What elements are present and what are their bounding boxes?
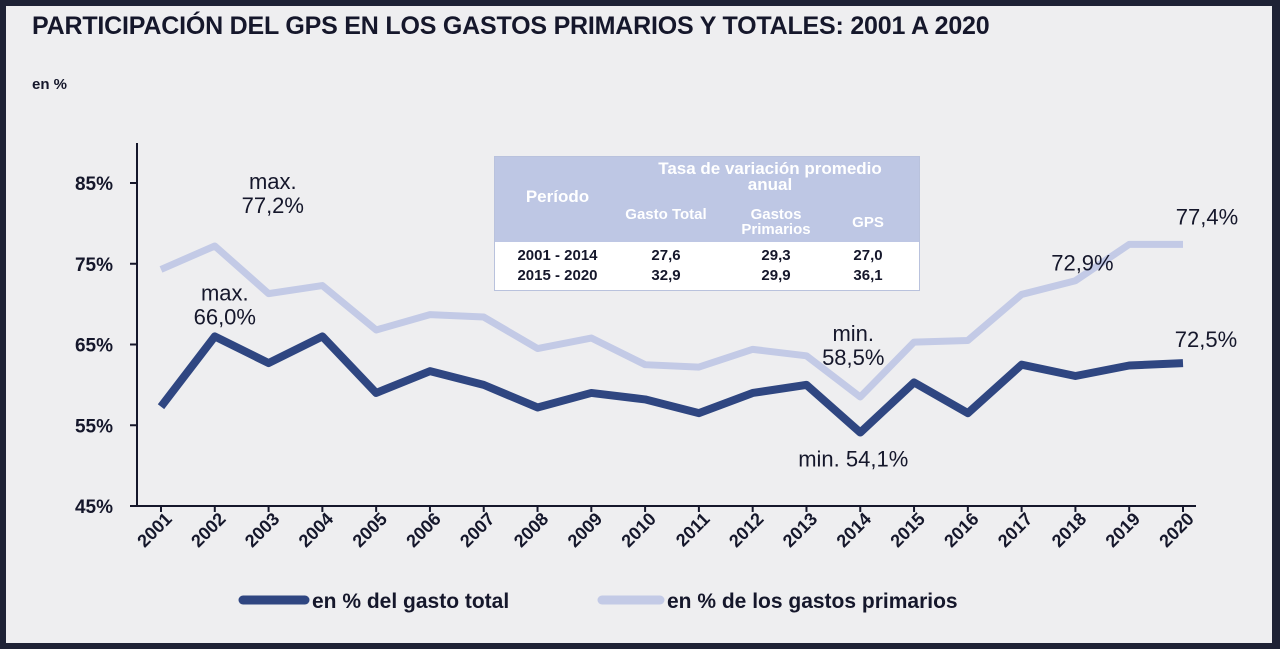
x-tick-label: 2001	[133, 509, 175, 551]
x-tick-label: 2007	[456, 509, 498, 551]
annotation-line: min.	[832, 321, 874, 346]
x-tick-label: 2009	[564, 509, 606, 551]
x-tick-label: 2020	[1155, 509, 1197, 551]
x-tick-label: 2010	[617, 509, 659, 551]
annotation-line: 77,2%	[242, 193, 304, 218]
x-tick-label: 2004	[295, 509, 337, 551]
row-period: 2015 - 2020	[517, 267, 598, 284]
row-value-gps: 27,0	[853, 247, 883, 264]
x-tick-label: 2012	[725, 509, 767, 551]
header-col-gps: GPS	[852, 214, 884, 231]
x-tick-label: 2005	[349, 509, 391, 551]
row-value-gastos-primarios: 29,3	[761, 247, 791, 264]
annotation-line: 66,0%	[194, 304, 256, 329]
series-line-gasto-total	[157, 332, 1184, 437]
annotation-line: min. 54,1%	[798, 447, 908, 472]
unit-label: en %	[32, 76, 68, 93]
data-annotation: max. 77,2%	[242, 169, 304, 218]
table-row: 2015 - 2020 32,9 29,9 36,1	[495, 267, 919, 286]
x-tick-label: 2014	[833, 509, 875, 551]
header-col-gasto-total: Gasto Total	[625, 206, 707, 223]
series-layer	[157, 240, 1184, 437]
header-col-gastos-primarios: Gastos Primarios	[741, 206, 811, 238]
annotation-line: max.	[201, 280, 249, 305]
data-annotation: min. 54,1%	[798, 447, 908, 472]
legend: en % del gasto total en % de los gastos p…	[238, 590, 958, 613]
annotations: max. 77,2%max. 66,0%min. 58,5%min. 54,1%72,…	[194, 169, 1239, 472]
data-annotation: max. 66,0%	[194, 280, 256, 329]
annotation-line: 77,4%	[1176, 204, 1238, 229]
x-tick-label: 2011	[672, 509, 714, 551]
row-value-gps: 36,1	[853, 267, 883, 284]
row-value-gastos-primarios: 29,9	[761, 267, 791, 284]
annotation-line: max.	[249, 169, 297, 194]
x-tick-label: 2015	[886, 509, 928, 551]
x-tick-label: 2018	[1048, 509, 1090, 551]
data-annotation: 77,4%	[1176, 204, 1238, 229]
axes	[136, 143, 1196, 507]
annotation-line: 72,9%	[1051, 251, 1113, 276]
y-tick-label: 45%	[75, 497, 113, 518]
x-tick-label: 2006	[402, 509, 444, 551]
data-annotation: 72,9%	[1051, 251, 1113, 276]
header-group: Tasa de variación promedio anual	[658, 159, 882, 194]
x-tick-label: 2016	[940, 509, 982, 551]
x-tick-label: 2019	[1102, 509, 1144, 551]
annotation-line: 72,5%	[1175, 327, 1237, 352]
x-tick-label: 2013	[779, 509, 821, 551]
y-ticks: 85% 75% 65% 55% 45%	[75, 174, 137, 518]
legend-label: en % de los gastos primarios	[667, 590, 958, 613]
row-period: 2001 - 2014	[517, 247, 598, 264]
y-tick-label: 85%	[75, 174, 113, 195]
x-tick-label: 2017	[994, 509, 1036, 551]
x-tick-label: 2002	[187, 509, 229, 551]
y-tick-label: 75%	[75, 255, 113, 276]
y-tick-label: 65%	[75, 336, 113, 357]
header-period: Período	[525, 187, 590, 206]
data-annotation: min. 58,5%	[822, 321, 884, 370]
x-tick-label: 2003	[241, 509, 283, 551]
table-row: 2001 - 2014 27,6 29,3 27,0	[495, 247, 919, 266]
annotation-line: 58,5%	[822, 345, 884, 370]
row-value-gasto-total: 32,9	[651, 267, 681, 284]
rates-table-header: Período Tasa de variación promedio anual…	[495, 157, 919, 242]
data-annotation: 72,5%	[1175, 327, 1237, 352]
chart-panel	[6, 6, 1272, 643]
row-value-gasto-total: 27,6	[651, 247, 681, 264]
x-tick-label: 2008	[510, 509, 552, 551]
y-tick-label: 55%	[75, 416, 113, 437]
chart-title: PARTICIPACIÓN DEL GPS EN LOS GASTOS PRIM…	[32, 12, 990, 40]
legend-label: en % del gasto total	[312, 590, 509, 613]
rates-table: Período Tasa de variación promedio anual…	[494, 156, 920, 291]
x-ticks: 2001 2002 2003 2004 2005 2006 2007 2008 2009 2010…	[133, 506, 1198, 551]
series-line-gastos-primarios	[159, 240, 1183, 401]
